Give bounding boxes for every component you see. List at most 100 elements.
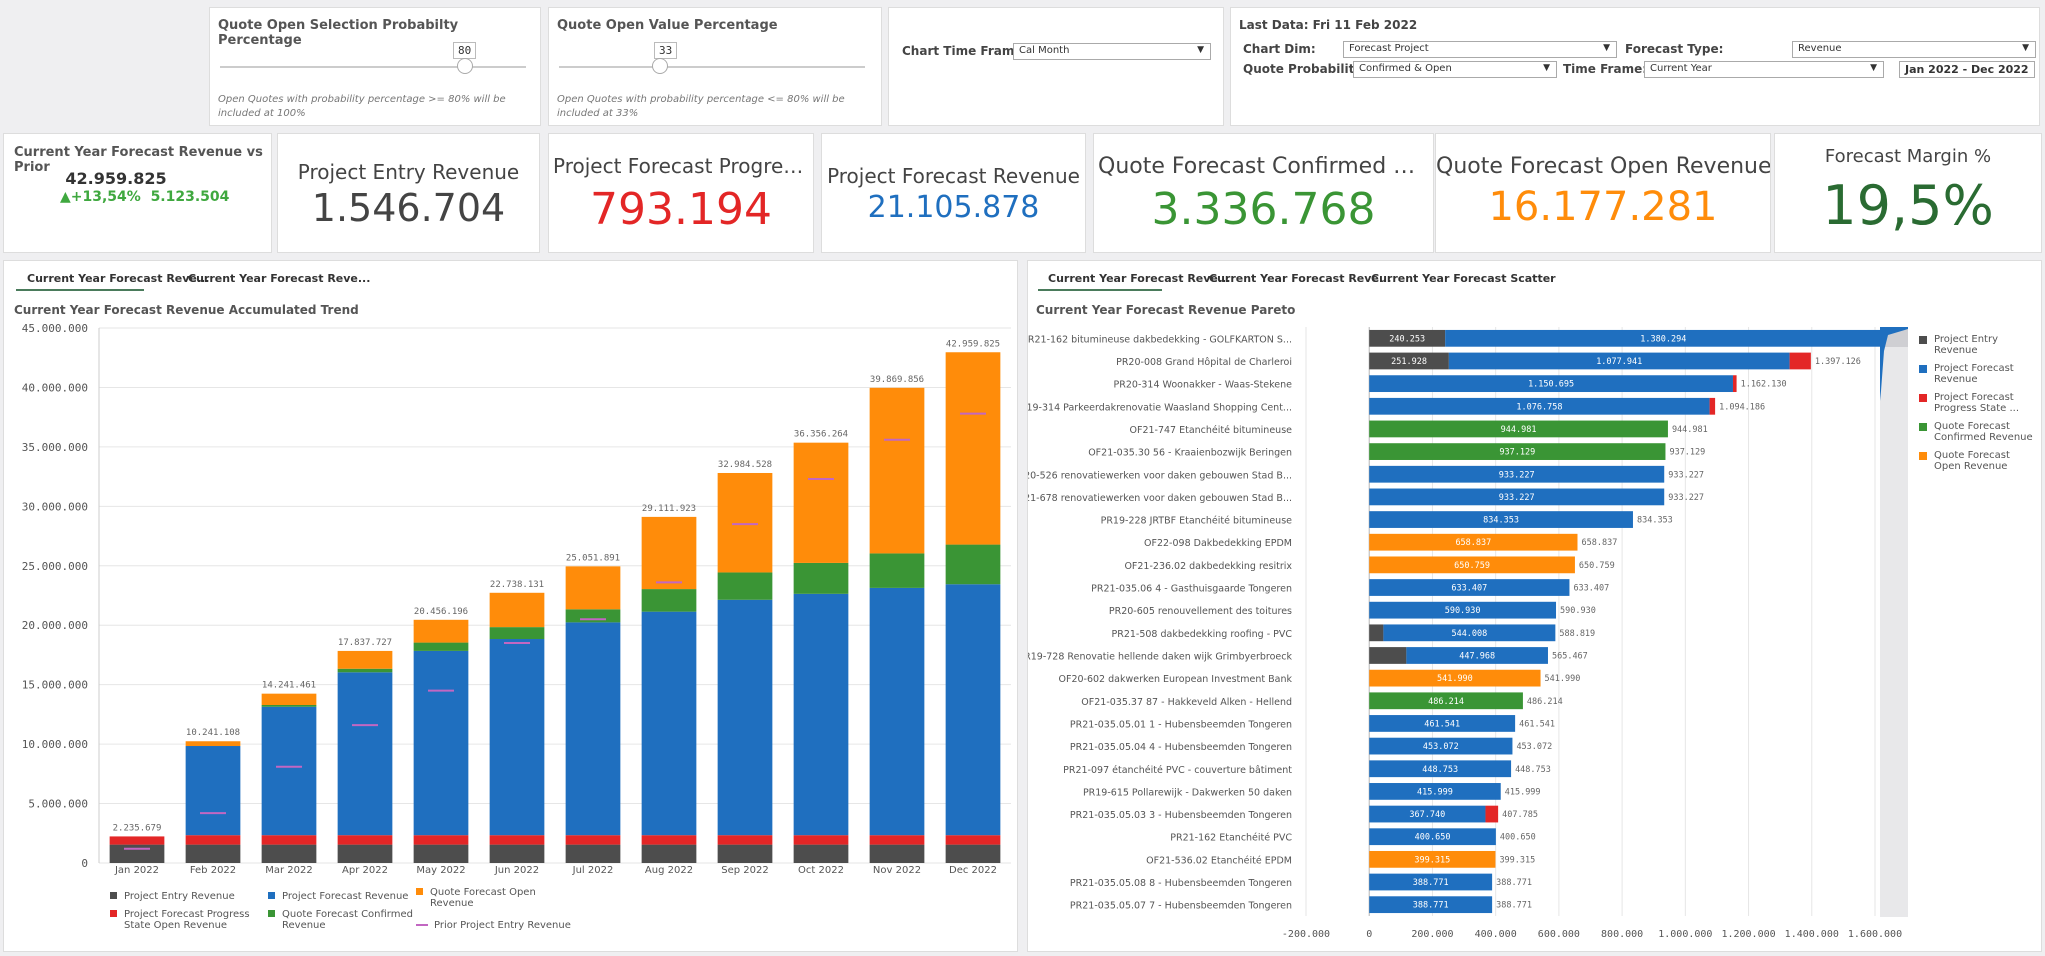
bar-segment-forecast [869,587,925,836]
time-frame-value: Current Year [1650,63,1712,74]
row-label: PR19-228 JRTBF Etanchéité bitumineuse [1101,516,1293,527]
bar-segment-open [337,650,393,669]
x-tick-label: Nov 2022 [873,865,921,876]
bar-segment-confirmed [945,544,1001,585]
bar-segment-open [1369,669,1541,687]
chart-dim-select[interactable]: Forecast Project ▼ [1343,41,1617,58]
forecast-type-select[interactable]: Revenue ▼ [1792,41,2036,58]
tab-pareto-1[interactable]: Current Year Forecast Reve... [1048,272,1231,285]
bar-segment-open [565,566,621,610]
open-value-value[interactable]: 33 [654,42,678,59]
legend-swatch-entry [110,892,117,899]
bar-segment-forecast [1369,896,1493,914]
total-label: 10.241.108 [186,728,240,738]
segment-label: 590.930 [1445,606,1481,616]
total-label: 565.467 [1552,651,1588,661]
tab-trend-2[interactable]: Current Year Forecast Reve... [188,272,371,285]
segment-label: 933.227 [1499,470,1535,480]
segment-label: 447.968 [1459,651,1495,661]
open-selection-slider-handle[interactable] [456,58,473,74]
segment-label: 658.837 [1455,538,1491,548]
total-label: 388.771 [1496,878,1532,888]
chart-dim-value: Forecast Project [1349,43,1429,54]
legend-label: Prior Project Entry Revenue [434,920,571,931]
x-tick-label: Oct 2022 [798,865,844,876]
total-label: 937.129 [1669,448,1705,458]
bar-segment-confirmed [717,572,773,600]
tab-scatter[interactable]: Current Year Forecast Scatter [1371,272,1556,285]
segment-label: 937.129 [1499,448,1535,458]
legend-label: Revenue [282,920,326,931]
y-tick-label: 20.000.000 [22,619,88,632]
bar-segment-entry [337,844,393,863]
y-tick-label: 10.000.000 [22,738,88,751]
total-label: 399.315 [1499,855,1535,865]
chevron-down-icon: ▼ [2022,43,2029,53]
open-selection-value[interactable]: 80 [453,42,477,59]
total-label: 17.837.727 [338,638,392,648]
total-label: 1.094.186 [1719,402,1765,412]
row-label: PR21-035.05.03 3 - Hubensbeemden Tongere… [1070,810,1292,821]
legend-swatch-open [416,888,423,895]
open-value-slider-handle[interactable] [651,58,668,74]
bar-segment-forecast [565,622,621,836]
date-range-display[interactable]: Jan 2022 - Dec 2022 [1899,61,2035,78]
x-tick-label: Jul 2022 [572,865,614,876]
legend-swatch-confirmed [1919,423,1927,431]
x-tick-label: Mar 2022 [265,865,313,876]
bar-segment-forecast [413,650,469,836]
chart-time-frame-panel: Chart Time Frame: Cal Month ▼ [888,7,1224,126]
pareto-chart[interactable]: -200.000 0 200.000 400.000 600.000 800.000 1.0… [1028,261,2043,953]
legend-swatch-progress [110,910,117,917]
tab-trend-1[interactable]: Current Year Forecast Reve... [27,272,210,285]
row-label: OF22-098 Dakbedekking EPDM [1144,538,1292,549]
bar-segment-forecast [717,599,773,836]
bar-segment-entry [793,844,849,863]
bar-segment-forecast [1369,579,1570,596]
chart-time-frame-select[interactable]: Cal Month ▼ [1013,43,1211,60]
bar-segment-forecast [1369,783,1501,800]
segment-label: 650.759 [1454,561,1490,571]
kpi-vs-prior-delta-abs: 5.123.504 [150,189,230,205]
open-selection-title: Quote Open Selection Probabilty Percenta… [218,18,459,48]
segment-label: 388.771 [1413,878,1449,888]
bar-segment-forecast [1383,624,1556,642]
kpi-vs-prior: Current Year Forecast Revenue vs Prior 4… [3,133,272,253]
bar-segment-open [1369,850,1496,868]
kpi-entry-value: 1.546.704 [311,186,506,230]
time-frame-select[interactable]: Current Year ▼ [1644,61,1884,78]
total-label: 32.984.528 [718,460,772,470]
chevron-down-icon: ▼ [1870,63,1877,73]
segment-label: 944.981 [1501,425,1537,435]
bar-segment-forecast [793,593,849,836]
kpi-vs-prior-delta: ▲+13,54% 5.123.504 [60,189,229,205]
open-selection-slider[interactable] [220,66,526,68]
row-label: PR21-035.05.01 1 - Hubensbeemden Tongere… [1070,719,1292,730]
total-label: 933.227 [1668,493,1704,503]
total-label: 29.111.923 [642,504,696,514]
kpi-margin: Forecast Margin % 19,5% [1774,133,2042,253]
last-data-label: Last Data: Fri 11 Feb 2022 [1239,18,1418,32]
quote-probability-select[interactable]: Confirmed & Open ▼ [1353,61,1557,78]
bar-segment-forecast [1369,397,1710,415]
legend-swatch-forecast [268,892,275,899]
row-label: PR21-035.05.07 7 - Hubensbeemden Tongere… [1070,901,1292,912]
open-value-slider[interactable] [559,66,865,68]
row-label: OF20-602 dakwerken European Investment B… [1059,674,1293,685]
legend-label: Project Forecast [1934,363,2014,374]
segment-label: 1.150.695 [1528,380,1574,390]
date-range-value: Jan 2022 - Dec 2022 [1905,63,2029,76]
row-label: PR21-035.05.08 8 - Hubensbeemden Tongere… [1070,878,1292,889]
trend-chart[interactable]: 0 5.000.000 10.000.000 15.000.000 20.000.000… [4,261,1019,953]
bar-segment-forecast [1369,873,1493,891]
segment-label: 541.990 [1437,674,1473,684]
kpi-margin-value: 19,5% [1822,174,1994,237]
segment-label: 367.740 [1409,810,1445,820]
bar-segment-confirmed [1369,443,1666,460]
bar-segment-progress [337,835,393,845]
segment-label: 415.999 [1417,787,1453,797]
x-tick-label: 1.600.000 [1848,929,1902,940]
bar-segment-forecast [1369,488,1665,506]
bar-segment-entry [489,844,545,863]
tab-pareto-2[interactable]: Current Year Forecast Reve... [1209,272,1392,285]
